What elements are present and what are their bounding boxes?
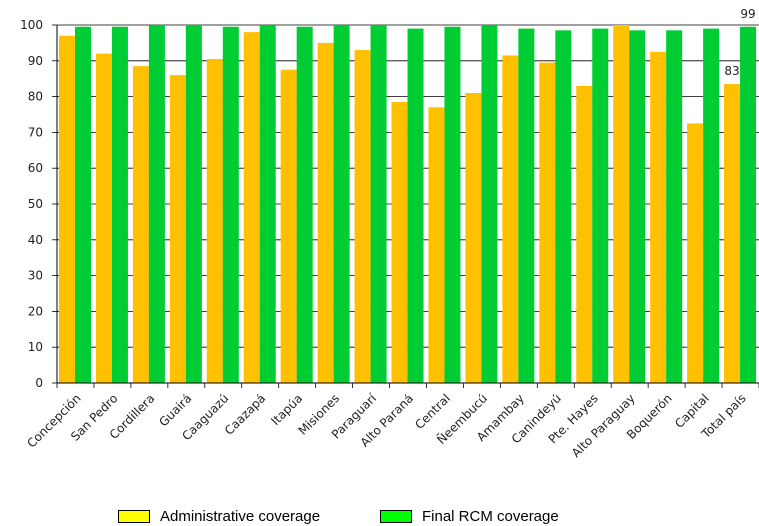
x-tick-label: Caazapá (222, 391, 268, 437)
bar-administrative (169, 75, 186, 384)
bar-final-rcm (259, 25, 276, 383)
bar-final-rcm (185, 25, 202, 383)
legend-label-administrative: Administrative coverage (160, 508, 321, 525)
legend-item-administrative: Administrative coverage (118, 508, 320, 525)
y-tick-label: 70 (28, 125, 43, 139)
bar-final-rcm (407, 28, 424, 384)
bar-final-rcm (629, 30, 646, 384)
y-tick-label: 40 (28, 233, 43, 247)
bar-administrative (465, 93, 482, 384)
bar-final-rcm (111, 26, 128, 383)
y-tick-label: 60 (28, 161, 43, 175)
bar-final-rcm (370, 25, 387, 383)
bar-administrative (650, 51, 667, 383)
bar-administrative (539, 62, 556, 384)
data-label: 99 (740, 7, 755, 21)
legend: Administrative coverage Final RCM covera… (0, 508, 759, 526)
y-tick-label: 20 (28, 304, 43, 318)
y-tick-label: 30 (28, 269, 43, 283)
bar-final-rcm (444, 26, 461, 383)
bar-final-rcm (740, 26, 757, 383)
bar-administrative (132, 66, 149, 384)
y-tick-label: 0 (35, 376, 43, 390)
bar-administrative (59, 35, 75, 384)
legend-item-final-rcm: Final RCM coverage (380, 508, 559, 525)
bar-administrative (317, 42, 334, 384)
bar-final-rcm (296, 26, 313, 383)
bar-administrative (280, 69, 297, 383)
bar-administrative (428, 107, 445, 383)
y-tick-label: 90 (28, 54, 43, 68)
y-tick-label: 50 (28, 197, 43, 211)
bar-final-rcm (75, 26, 91, 383)
bar-final-rcm (333, 25, 350, 383)
bar-final-rcm (481, 25, 498, 383)
legend-label-final-rcm: Final RCM coverage (422, 508, 559, 525)
y-tick-label: 100 (20, 18, 43, 32)
bar-administrative (206, 59, 223, 383)
bar-administrative (243, 32, 260, 383)
bar-administrative (95, 53, 112, 383)
data-label: 83 (724, 64, 739, 78)
bar-administrative (613, 25, 630, 383)
y-tick-label: 10 (28, 340, 43, 354)
bar-final-rcm (592, 28, 609, 384)
bar-final-rcm (518, 28, 535, 384)
bar-final-rcm (148, 25, 165, 383)
bar-administrative (354, 50, 371, 384)
legend-swatch-administrative (118, 510, 150, 523)
bar-final-rcm (555, 30, 572, 384)
bar-final-rcm (703, 28, 720, 384)
bar-administrative (724, 84, 741, 383)
y-tick-label: 80 (28, 90, 43, 104)
bar-administrative (576, 85, 593, 384)
bar-final-rcm (222, 26, 239, 383)
bar-administrative (687, 123, 704, 383)
bar-administrative (502, 55, 519, 384)
bar-final-rcm (666, 30, 683, 384)
legend-swatch-final-rcm (380, 510, 412, 523)
bar-administrative (391, 101, 408, 383)
